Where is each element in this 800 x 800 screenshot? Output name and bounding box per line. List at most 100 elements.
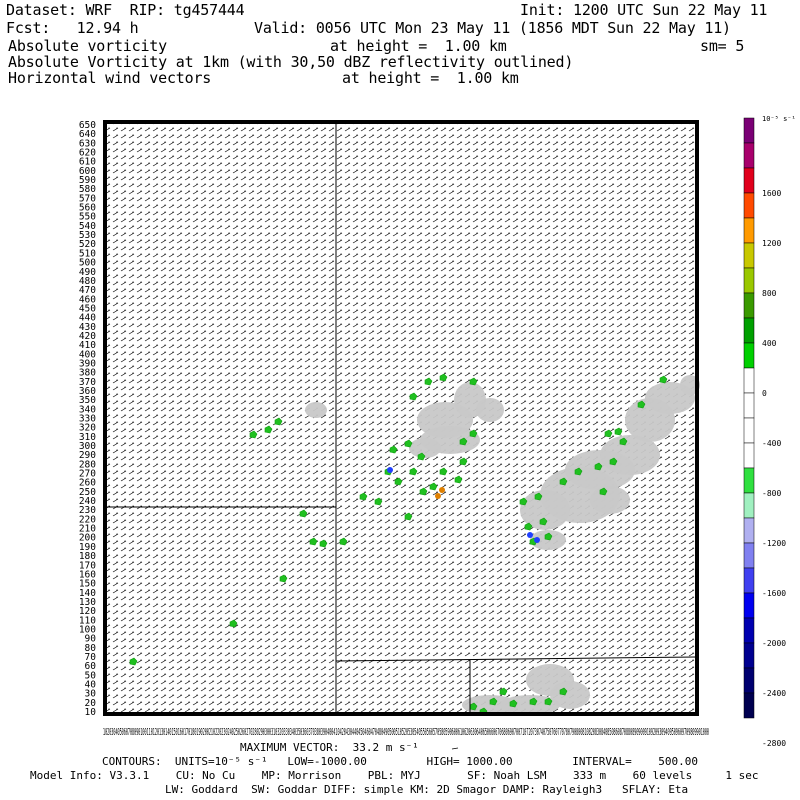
max-vector-label: MAXIMUM VECTOR: 33.2 m s⁻¹: [240, 741, 419, 754]
vorticity-contour: [279, 574, 288, 583]
vorticity-contour: [394, 477, 403, 486]
colorbar-swatch: [743, 667, 755, 694]
vorticity-contour: [319, 539, 328, 548]
state-border-horizontal-east: [335, 656, 698, 662]
y-axis-label: 60: [85, 661, 97, 672]
reflectivity-region: [462, 695, 518, 715]
colorbar-label: 1200: [762, 239, 781, 248]
y-axis-label: 630: [79, 138, 96, 149]
reflectivity-region: [520, 490, 570, 530]
y-axis-label: 230: [79, 505, 96, 516]
colorbar-label: -800: [762, 489, 781, 498]
valid-time-label: Valid: 0056 UTC Mon 23 May 11 (1856 MDT …: [254, 19, 731, 37]
high-vorticity-cell: [439, 487, 445, 493]
y-axis-label: 240: [79, 496, 96, 507]
y-axis-label: 570: [79, 193, 96, 204]
vorticity-contour: [409, 467, 418, 476]
y-axis-label: 280: [79, 459, 96, 470]
colorbar-swatch: [743, 292, 755, 319]
vorticity-contour: [519, 497, 528, 506]
colorbar-swatch: [743, 267, 755, 294]
y-axis-label: 260: [79, 478, 96, 489]
y-axis-label: 420: [79, 331, 96, 342]
reflectivity-region: [590, 486, 630, 514]
vorticity-contour: [454, 475, 463, 484]
y-axis-label: 210: [79, 524, 96, 535]
reflectivity-region: [409, 438, 441, 458]
colorbar-swatch: [743, 492, 755, 519]
y-axis-label: 80: [85, 643, 97, 654]
y-axis-label: 600: [79, 166, 96, 177]
colorbar-label: -2800: [762, 739, 786, 748]
vorticity-contour: [509, 699, 518, 708]
x-axis-labels: 1020304050607080901001101201301401501601…: [103, 727, 709, 738]
y-axis-label: 340: [79, 404, 96, 415]
colorbar-label: 0: [762, 389, 767, 398]
y-axis-label: 200: [79, 533, 96, 544]
forecast-hour-label: Fcst: 12.94 h: [6, 19, 139, 37]
y-axis-label: 430: [79, 322, 96, 333]
y-axis-label: 530: [79, 230, 96, 241]
vorticity-contour: [599, 487, 608, 496]
model-info-label: Model Info: V3.3.1 CU: No Cu MP: Morriso…: [30, 769, 759, 782]
vorticity-contour: [459, 437, 468, 446]
vorticity-contour: [559, 477, 568, 486]
y-axis-label: 120: [79, 606, 96, 617]
vorticity-contour: [614, 427, 623, 436]
reflectivity-region: [550, 681, 590, 709]
y-axis-label: 440: [79, 313, 96, 324]
vorticity-contour: [299, 509, 308, 518]
y-axis-label: 400: [79, 349, 96, 360]
field3-name: Horizontal wind vectors: [8, 69, 212, 87]
vorticity-contour: [559, 687, 568, 696]
colorbar-swatch: [743, 642, 755, 669]
y-axis-label: 560: [79, 203, 96, 214]
y-axis-label: 380: [79, 368, 96, 379]
colorbar-label: -2400: [762, 689, 786, 698]
y-axis-label: 180: [79, 551, 96, 562]
y-axis-label: 460: [79, 294, 96, 305]
dataset-label: Dataset: WRF RIP: tg457444: [6, 1, 245, 19]
y-axis-label: 320: [79, 423, 96, 434]
colorbar-label: -2000: [762, 639, 786, 648]
y-axis-label: 520: [79, 239, 96, 250]
vorticity-contour: [529, 697, 538, 706]
colorbar-swatch: [743, 542, 755, 569]
vorticity-contour: [309, 537, 318, 546]
y-axis-label: 30: [85, 689, 97, 700]
y-axis-label: 130: [79, 597, 96, 608]
vorticity-contour: [339, 537, 348, 546]
vorticity-contour: [659, 375, 668, 384]
reference-vector-arrow: [451, 747, 459, 750]
vorticity-contour: [499, 687, 508, 696]
y-axis-label: 20: [85, 698, 97, 709]
colorbar-swatch: [743, 442, 755, 469]
reflectivity-region: [476, 398, 504, 422]
vorticity-contour: [274, 417, 283, 426]
colorbar-swatch: [743, 167, 755, 194]
vorticity-contour: [424, 377, 433, 386]
field3-level: at height = 1.00 km: [342, 69, 519, 87]
vorticity-contour: [604, 429, 613, 438]
y-axis-label: 330: [79, 414, 96, 425]
vorticity-contour: [619, 437, 628, 446]
y-axis-label: 500: [79, 258, 96, 269]
colorbar: [743, 117, 755, 719]
vorticity-contour: [637, 400, 646, 409]
vorticity-contour: [544, 697, 553, 706]
y-axis-label: 40: [85, 679, 97, 690]
reflectivity-region: [305, 402, 327, 418]
vorticity-contour: [469, 429, 478, 438]
y-axis-label: 70: [85, 652, 97, 663]
colorbar-swatch: [743, 342, 755, 369]
y-axis-label: 190: [79, 542, 96, 553]
vorticity-contour: [574, 467, 583, 476]
vorticity-contour: [524, 522, 533, 531]
vorticity-contour: [404, 439, 413, 448]
field1-level: at height = 1.00 km: [330, 37, 507, 55]
y-axis-label: 310: [79, 432, 96, 443]
colorbar-swatch: [743, 417, 755, 444]
vorticity-contour: [609, 457, 618, 466]
field1-name: Absolute vorticity: [8, 37, 167, 55]
